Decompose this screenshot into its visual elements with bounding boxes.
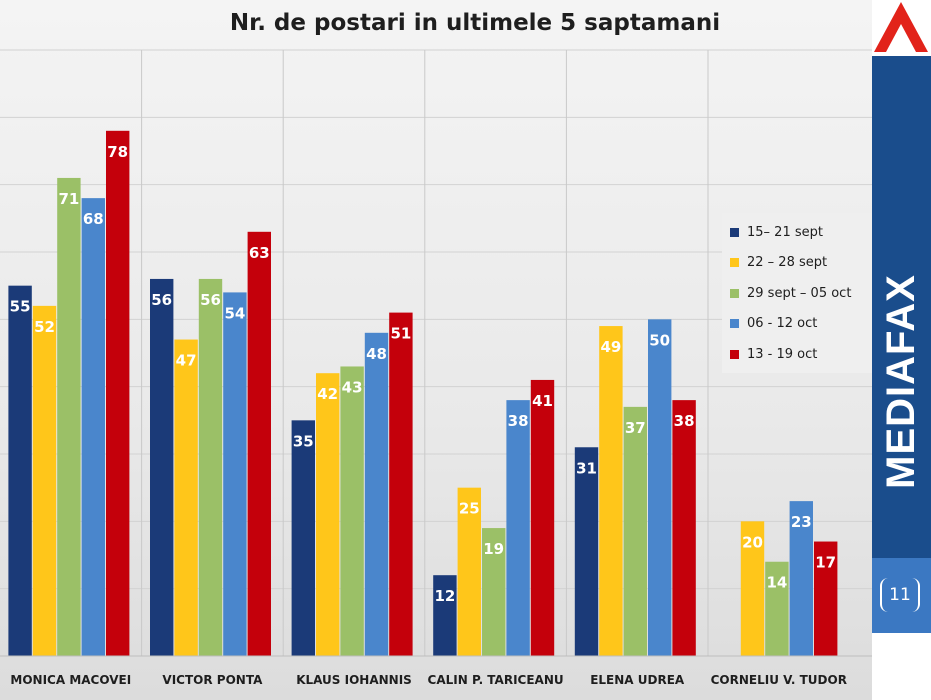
data-label: 56 bbox=[151, 291, 172, 309]
bar bbox=[32, 305, 57, 656]
legend-item: 29 sept – 05 oct bbox=[730, 283, 851, 303]
data-label: 37 bbox=[625, 419, 646, 437]
data-label: 17 bbox=[815, 554, 836, 572]
legend-item: 13 - 19 oct bbox=[730, 344, 817, 364]
data-label: 42 bbox=[317, 385, 338, 403]
data-label: 35 bbox=[293, 432, 314, 450]
data-label: 38 bbox=[508, 412, 529, 430]
data-label: 23 bbox=[791, 513, 812, 531]
bar bbox=[291, 420, 315, 656]
legend-label: 13 - 19 oct bbox=[747, 346, 818, 362]
legend-item: 15– 21 sept bbox=[730, 222, 823, 242]
data-label: 63 bbox=[249, 244, 270, 262]
data-label: 56 bbox=[200, 291, 221, 309]
bar bbox=[574, 447, 599, 656]
data-label: 78 bbox=[107, 143, 128, 161]
bar bbox=[789, 501, 813, 656]
bar bbox=[457, 487, 481, 656]
data-label: 50 bbox=[649, 331, 670, 349]
sidebar: MEDIAFAX 11 bbox=[872, 0, 931, 700]
bar bbox=[599, 326, 623, 656]
legend-label: 15– 21 sept bbox=[747, 224, 823, 240]
data-label: 52 bbox=[34, 318, 55, 336]
bar bbox=[106, 130, 130, 657]
data-label: 31 bbox=[576, 459, 597, 477]
brand-text: MEDIAFAX bbox=[878, 273, 923, 489]
legend-swatch bbox=[730, 319, 739, 328]
data-label: 55 bbox=[10, 298, 31, 316]
legend-label: 22 – 28 sept bbox=[747, 255, 828, 270]
logo-triangle-icon bbox=[874, 2, 928, 52]
bar bbox=[765, 561, 789, 656]
data-label: 49 bbox=[600, 338, 621, 356]
bar bbox=[740, 521, 765, 656]
legend-swatch bbox=[730, 227, 739, 237]
bar bbox=[174, 339, 198, 656]
bar bbox=[530, 379, 555, 656]
data-label: 25 bbox=[459, 500, 480, 518]
bar bbox=[8, 285, 32, 656]
category-label: KLAUS IOHANNIS bbox=[296, 673, 412, 687]
bar bbox=[198, 278, 223, 656]
legend-swatch bbox=[730, 288, 739, 298]
bar bbox=[340, 366, 364, 656]
legend-label: 29 sept – 05 oct bbox=[747, 285, 852, 301]
category-label: CORNELIU V. TUDOR bbox=[711, 673, 847, 687]
bar bbox=[482, 528, 506, 656]
data-label: 20 bbox=[742, 533, 763, 551]
bar bbox=[433, 575, 457, 656]
page-number: 11 bbox=[880, 578, 920, 612]
data-label: 48 bbox=[366, 345, 387, 363]
bar bbox=[57, 177, 81, 656]
data-label: 12 bbox=[434, 587, 455, 605]
page-indicator: 11 bbox=[872, 558, 931, 633]
bar bbox=[623, 406, 647, 656]
category-label: CALIN P. TARICEANU bbox=[428, 673, 564, 687]
chart-area: 55 52 71 68 78 MONICA MACOVEI 56 47 56 54 63 VICTOR… bbox=[0, 0, 872, 700]
legend-swatch bbox=[730, 349, 739, 359]
bar bbox=[672, 400, 696, 656]
legend-item: 22 – 28 sept bbox=[730, 253, 827, 273]
bar bbox=[247, 231, 271, 657]
category-label: VICTOR PONTA bbox=[162, 673, 263, 687]
sidebar-band: MEDIAFAX bbox=[872, 56, 931, 558]
bar bbox=[316, 373, 340, 656]
data-label: 47 bbox=[176, 352, 197, 370]
bar bbox=[506, 400, 530, 656]
data-label: 51 bbox=[390, 325, 411, 343]
bar bbox=[364, 332, 389, 656]
chart-legend: 15– 21 sept 22 – 28 sept 29 sept – 05 oct 0… bbox=[722, 213, 872, 373]
data-label: 71 bbox=[58, 190, 79, 208]
bar bbox=[648, 319, 672, 656]
bar bbox=[150, 278, 174, 656]
category-label: ELENA UDREA bbox=[590, 673, 685, 687]
brand-logo: MEDIAFAX bbox=[875, 256, 927, 506]
bar bbox=[223, 292, 247, 656]
legend-label: 06 - 12 oct bbox=[747, 316, 818, 331]
legend-item: 06 - 12 oct bbox=[730, 314, 817, 334]
data-label: 38 bbox=[674, 412, 695, 430]
chart-title: Nr. de postari in ultimele 5 saptamani bbox=[229, 10, 721, 36]
data-label: 19 bbox=[483, 540, 504, 558]
data-label: 54 bbox=[224, 304, 245, 322]
data-label: 41 bbox=[532, 392, 553, 410]
data-label: 14 bbox=[766, 574, 787, 592]
category-label: MONICA MACOVEI bbox=[10, 673, 131, 687]
data-label: 68 bbox=[83, 210, 104, 228]
bar bbox=[814, 541, 838, 656]
bar bbox=[81, 198, 105, 656]
bar bbox=[389, 312, 413, 656]
data-label: 43 bbox=[342, 378, 363, 396]
legend-swatch bbox=[730, 258, 739, 267]
